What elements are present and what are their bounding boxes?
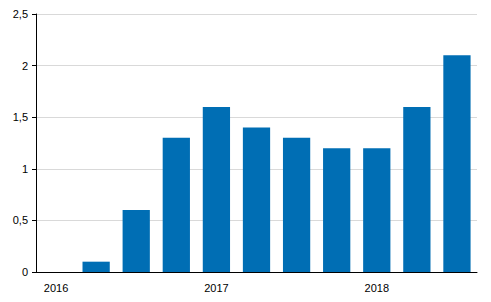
svg-text:2017: 2017 <box>204 282 228 294</box>
svg-text:0: 0 <box>22 266 28 278</box>
svg-text:2: 2 <box>22 60 28 72</box>
svg-text:1,5: 1,5 <box>13 111 28 123</box>
svg-text:2,5: 2,5 <box>13 8 28 20</box>
svg-text:1: 1 <box>22 163 28 175</box>
svg-text:2016: 2016 <box>44 282 68 294</box>
svg-text:0,5: 0,5 <box>13 214 28 226</box>
svg-text:2018: 2018 <box>365 282 389 294</box>
